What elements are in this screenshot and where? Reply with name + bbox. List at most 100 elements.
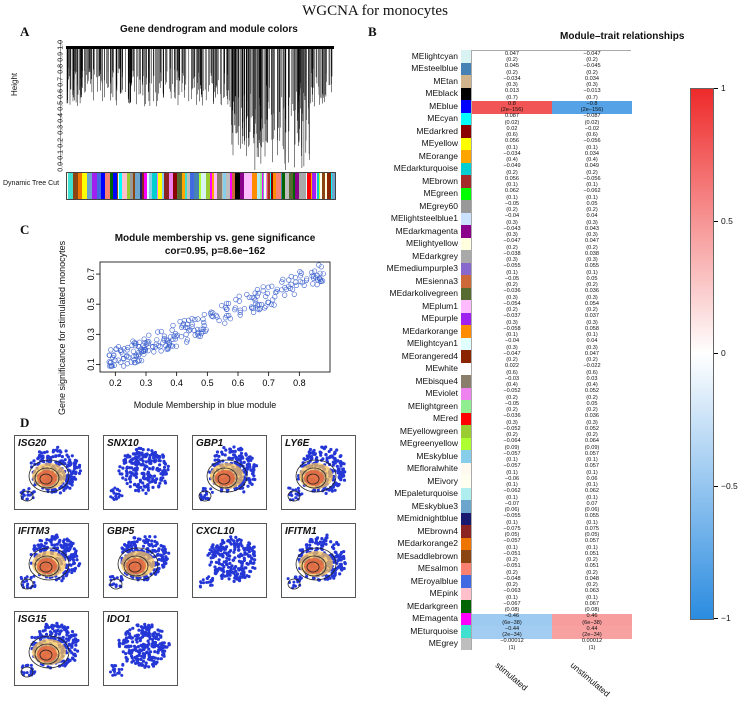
column-label-unstimulated: unstimulated bbox=[568, 660, 612, 699]
umap-cell bbox=[118, 465, 122, 469]
umap-cell bbox=[124, 632, 128, 636]
density-core bbox=[304, 470, 324, 486]
umap-cell bbox=[342, 566, 346, 571]
umap-cell bbox=[51, 627, 55, 631]
heatmap-cell: 0.052 (0.2) bbox=[552, 426, 632, 439]
umap-cell bbox=[220, 450, 224, 454]
correlation-value: 0.075 bbox=[585, 525, 599, 532]
heatmap-cell: 0.034 (0.4) bbox=[552, 151, 632, 164]
scatter-point bbox=[179, 324, 185, 330]
umap-cell bbox=[137, 653, 141, 657]
scatter-point bbox=[317, 275, 323, 282]
umap-cell bbox=[121, 662, 125, 666]
scatter-point bbox=[142, 339, 148, 346]
p-value: (0.2) bbox=[586, 407, 598, 414]
scatter-point bbox=[171, 333, 177, 339]
umap-cell bbox=[121, 466, 125, 470]
p-value: (6e−38) bbox=[582, 619, 602, 626]
umap-cell bbox=[57, 454, 61, 458]
module-color-block bbox=[177, 173, 182, 199]
module-color-block bbox=[312, 173, 316, 199]
umap-cell bbox=[229, 542, 233, 546]
umap-cell bbox=[333, 450, 337, 454]
p-value: (0.2) bbox=[506, 169, 518, 176]
module-swatch bbox=[461, 550, 471, 563]
x-tick-label: 0.6 bbox=[232, 378, 245, 388]
scatter-point bbox=[109, 363, 115, 369]
umap-cell bbox=[50, 543, 54, 547]
umap-cell bbox=[253, 477, 257, 482]
scatter-point bbox=[161, 333, 167, 339]
umap-cell bbox=[38, 454, 42, 459]
module-swatch bbox=[461, 562, 471, 575]
heatmap-cell: −0.022 (0.6) bbox=[552, 363, 632, 376]
umap-cell bbox=[162, 564, 166, 568]
umap-cell bbox=[225, 545, 229, 549]
heatmap-cell: 0.00012 (1) bbox=[552, 638, 632, 651]
umap-cell bbox=[229, 450, 233, 454]
correlation-value: 0.055 bbox=[585, 513, 599, 520]
module-color-block bbox=[226, 173, 230, 199]
heatmap-cell: 0.8 (2e−156) bbox=[472, 101, 552, 114]
umap-cell bbox=[123, 454, 127, 458]
p-value: (0.1) bbox=[586, 194, 598, 201]
umap-cell bbox=[226, 553, 230, 557]
umap-cell bbox=[76, 638, 80, 643]
p-value: (0.2) bbox=[586, 169, 598, 176]
correlation-value: 0.051 bbox=[585, 550, 599, 557]
umap-cell bbox=[239, 566, 243, 570]
umap-cell bbox=[60, 455, 64, 459]
umap-gene-label: IFITM3 bbox=[18, 526, 50, 537]
density-contour bbox=[34, 555, 60, 577]
scatter-point bbox=[136, 357, 142, 363]
umap-cell bbox=[63, 664, 67, 668]
p-value: (0.3) bbox=[586, 82, 598, 89]
scatter-point bbox=[216, 317, 222, 324]
umap-cell bbox=[336, 484, 340, 488]
umap-cell bbox=[68, 636, 72, 640]
umap-cell bbox=[342, 550, 346, 554]
umap-cell bbox=[72, 558, 76, 562]
heatmap-cell: 0.062 (0.1) bbox=[472, 188, 552, 201]
module-label: MElightsteelblue1 bbox=[390, 213, 458, 224]
umap-plot bbox=[19, 533, 82, 590]
umap-cell bbox=[225, 563, 229, 567]
scatter-point bbox=[254, 287, 260, 293]
umap-cell bbox=[70, 570, 74, 575]
heatmap-cell: 0.057 (0.1) bbox=[552, 463, 632, 476]
scatter-point bbox=[279, 287, 285, 293]
scatter-point bbox=[155, 342, 161, 349]
umap-cell bbox=[129, 654, 134, 658]
umap-cell bbox=[226, 488, 230, 492]
umap-cell bbox=[333, 573, 337, 577]
umap-cell bbox=[228, 569, 232, 573]
p-value: (0.08) bbox=[584, 607, 600, 614]
correlation-value: 0.052 bbox=[585, 425, 599, 432]
module-label: MEskyblue bbox=[416, 450, 458, 461]
heatmap-cell: −0.043 (0.3) bbox=[472, 226, 552, 239]
heatmap-cell: −0.038 (0.3) bbox=[472, 251, 552, 264]
correlation-value: 0.045 bbox=[505, 63, 519, 70]
module-swatch bbox=[461, 175, 471, 188]
umap-cell bbox=[153, 480, 158, 484]
p-value: (0.1) bbox=[586, 544, 598, 551]
umap-cell bbox=[247, 550, 252, 554]
umap-cell bbox=[220, 553, 225, 558]
umap-cell bbox=[55, 542, 60, 546]
scatter-point bbox=[169, 327, 175, 333]
module-swatch bbox=[461, 537, 471, 550]
umap-cell bbox=[61, 625, 65, 629]
correlation-value: −0.051 bbox=[503, 550, 521, 557]
umap-cell bbox=[135, 640, 139, 644]
umap-cell bbox=[153, 450, 157, 455]
module-swatch bbox=[461, 462, 471, 475]
heatmap-cell: −0.055 (0.1) bbox=[472, 263, 552, 276]
umap-cell bbox=[227, 565, 231, 569]
umap-cell bbox=[30, 465, 34, 469]
density-contour bbox=[39, 649, 53, 661]
umap-cell bbox=[37, 450, 42, 454]
umap-cell bbox=[237, 555, 241, 559]
umap-cell bbox=[160, 629, 164, 633]
module-color-block bbox=[327, 173, 331, 199]
p-value: (0.02) bbox=[584, 119, 600, 126]
